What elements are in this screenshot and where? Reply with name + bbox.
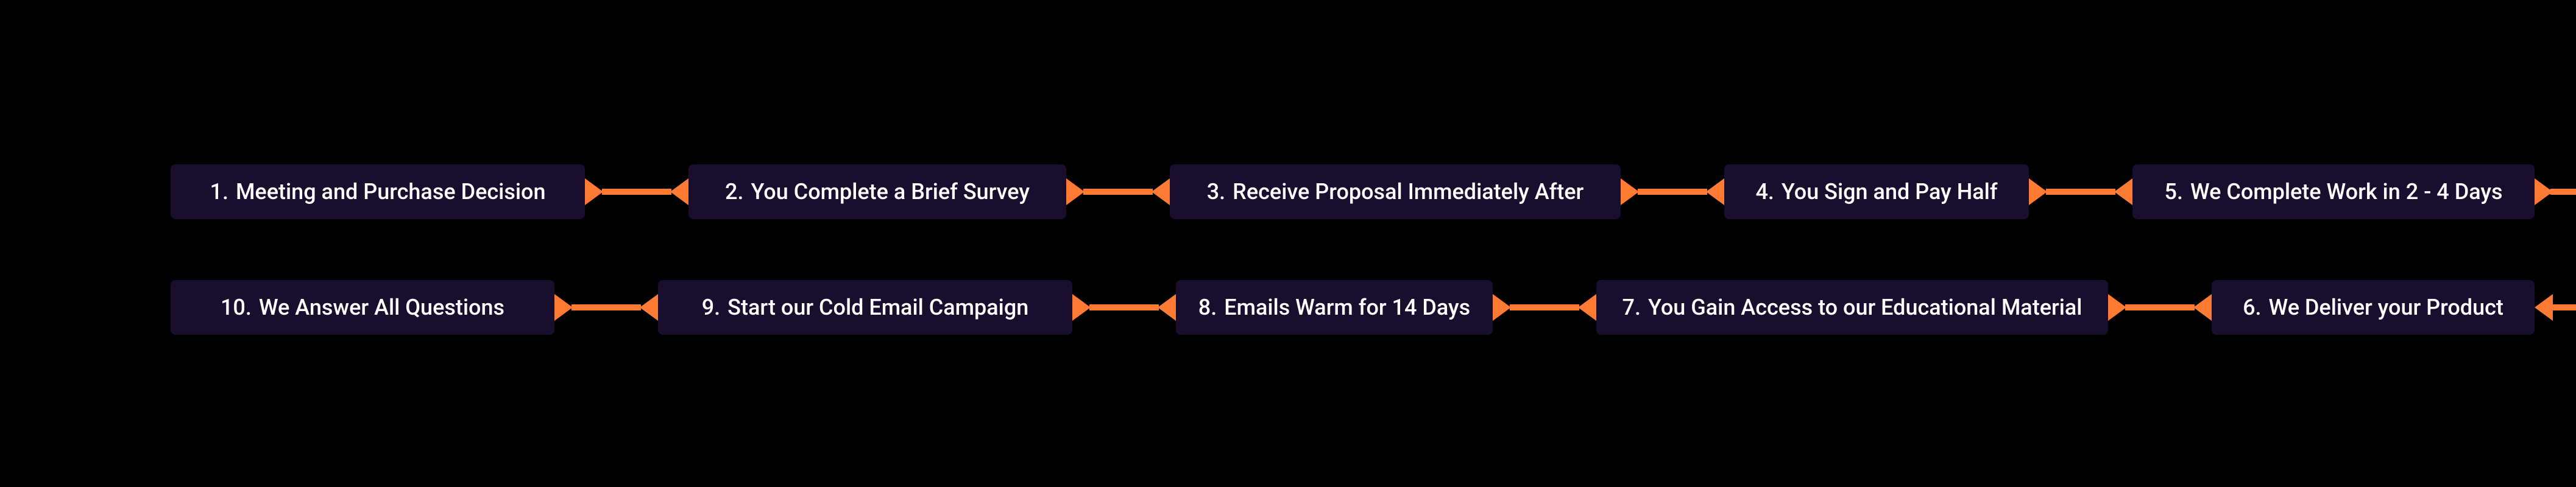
connector-arrow-in — [1158, 294, 1176, 321]
connector-bar — [2125, 304, 2195, 310]
connector-arrow-in — [640, 294, 658, 321]
connector-arrow-in — [2193, 294, 2212, 321]
connector-bar — [1089, 304, 1159, 310]
connector-arrow-out — [1072, 294, 1091, 321]
connector-turn — [0, 0, 2576, 487]
connector-bar — [1510, 304, 1579, 310]
process-flow-diagram: 1.Meeting and Purchase Decision2.You Com… — [0, 0, 2576, 487]
connector-arrow-in — [1578, 294, 1596, 321]
connector-arrow-out — [1493, 294, 1511, 321]
connector-bar — [571, 304, 641, 310]
connector-arrow-out — [2108, 294, 2126, 321]
connector-arrow-out — [554, 294, 573, 321]
